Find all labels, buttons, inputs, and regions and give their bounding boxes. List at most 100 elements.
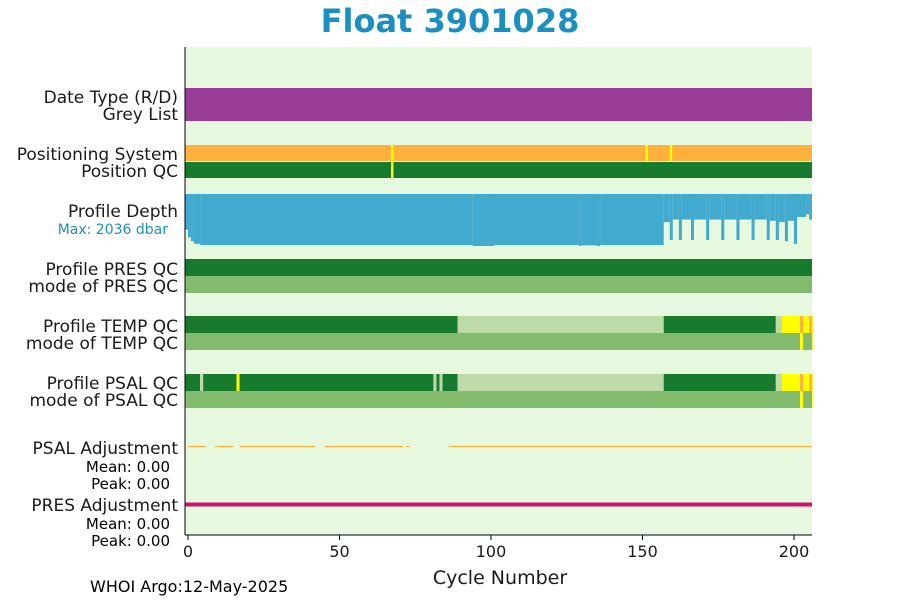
row-label-profile-temp-qc: Profile TEMP QC	[43, 317, 178, 337]
row-label-profile-pres-qc: Profile PRES QC	[45, 260, 178, 280]
qc-row-4-segment-0	[185, 259, 812, 276]
profile-depth-bar-18	[706, 194, 710, 240]
profile-depth-bar-33	[797, 194, 807, 217]
profile-depth-bar-0	[185, 194, 188, 230]
profile-depth-bar-28	[775, 194, 779, 240]
qc-row-7-segment-0	[185, 333, 801, 350]
qc-row-9-segment-0	[185, 391, 801, 408]
profile-depth-bar-30	[784, 194, 788, 242]
profile-depth-bar-22	[736, 194, 740, 240]
qc-row-6-segment-0	[185, 316, 458, 333]
psal-adjustment-mean: Mean: 0.00	[86, 458, 170, 476]
qc-row-2-segment-0	[185, 145, 812, 161]
qc-row-9-segment-3	[812, 391, 813, 408]
qc-row-9-segment-1	[800, 391, 804, 408]
qc-row-8-segment-16	[812, 374, 813, 391]
profile-depth-bar-31	[787, 194, 794, 221]
profile-depth-bar-20	[721, 194, 725, 240]
qc-row-8-segment-13	[800, 374, 804, 391]
qc-row-8-segment-9	[457, 374, 664, 391]
qc-row-2-segment-1	[391, 145, 394, 161]
profile-depth-bar-14	[678, 194, 682, 240]
qc-row-5-segment-0	[185, 276, 812, 293]
profile-depth-bar-7	[578, 194, 582, 246]
profile-depth-bar-2	[191, 194, 195, 242]
psal-adjustment-peak: Peak: 0.00	[91, 475, 170, 493]
qc-row-8-segment-7	[439, 374, 443, 391]
qc-row-6-segment-4	[781, 316, 801, 333]
profile-depth-bar-5	[472, 194, 495, 246]
qc-row-8-segment-0	[185, 374, 201, 391]
profile-depth-bar-16	[690, 194, 695, 240]
profile-depth-bar-35	[809, 194, 812, 220]
qc-rows	[185, 88, 813, 408]
qc-row-8-segment-5	[433, 374, 437, 391]
qc-row-2-segment-2	[645, 145, 648, 161]
row-label-pres-adjustment: PRES Adjustment	[31, 496, 178, 516]
qc-row-8-segment-8	[442, 374, 458, 391]
profile-depth-bar-32	[794, 194, 798, 244]
profile-depth-bar-24	[751, 194, 755, 240]
qc-row-7-segment-2	[803, 333, 812, 350]
chart-title: Float 3901028	[320, 2, 580, 40]
row-label-position-qc: Position QC	[81, 162, 178, 182]
qc-row-7-segment-3	[812, 333, 813, 350]
qc-row-9-segment-2	[803, 391, 812, 408]
row-label-mode-temp-qc: mode of TEMP QC	[26, 334, 178, 354]
x-tick-label-200: 200	[779, 542, 810, 561]
qc-row-8-segment-6	[436, 374, 440, 391]
footer-credit: WHOI Argo:12-May-2025	[90, 577, 289, 596]
profile-depth-bar-26	[766, 194, 770, 240]
qc-row-8-segment-11	[775, 374, 782, 391]
qc-row-0-segment-0	[185, 88, 812, 121]
profile-depth-bar-25	[754, 194, 767, 220]
profile-depth-bar-1	[188, 194, 192, 238]
qc-row-8-segment-2	[203, 374, 237, 391]
x-tick-label-50: 50	[329, 542, 349, 561]
profile-depth-bar-29	[778, 194, 785, 223]
profile-depth-bars	[185, 194, 812, 246]
profile-depth-bar-3	[194, 194, 201, 244]
pres-adjustment-mean: Mean: 0.00	[86, 515, 170, 533]
row-label-profile-psal-qc: Profile PSAL QC	[47, 374, 178, 394]
row-label-mode-pres-qc: mode of PRES QC	[28, 277, 178, 297]
row-label-profile-depth: Profile Depth	[68, 202, 178, 222]
profile-depth-bar-17	[694, 194, 707, 220]
profile-depth-bar-27	[769, 194, 776, 221]
x-tick-label-100: 100	[476, 542, 507, 561]
qc-row-6-segment-7	[809, 316, 812, 333]
row-label-positioning-system: Positioning System	[17, 145, 178, 165]
qc-row-3-segment-1	[391, 162, 394, 178]
qc-row-8-segment-3	[236, 374, 240, 391]
row-label-psal-adjustment: PSAL Adjustment	[33, 439, 179, 459]
qc-row-8-segment-4	[239, 374, 434, 391]
profile-depth-bar-4	[200, 194, 473, 246]
profile-depth-bar-34	[806, 194, 810, 215]
qc-row-2-segment-3	[669, 145, 673, 161]
adjustment-lines	[185, 445, 812, 507]
profile-depth-bar-11	[663, 194, 670, 223]
qc-row-8-segment-12	[781, 374, 801, 391]
qc-row-6-segment-6	[803, 316, 810, 333]
row-label-date-type: Date Type (R/D)	[44, 88, 178, 108]
qc-row-7-segment-1	[800, 333, 804, 350]
x-ticks: 0 50 100 150 200	[183, 535, 809, 561]
qc-row-6-segment-5	[800, 316, 804, 333]
qc-row-8-segment-14	[803, 374, 810, 391]
profile-depth-bar-15	[681, 194, 691, 220]
row-label-mode-psal-qc: mode of PSAL QC	[29, 391, 178, 411]
x-axis-label: Cycle Number	[433, 567, 567, 589]
x-tick-label-0: 0	[183, 542, 193, 561]
profile-depth-bar-21	[724, 194, 737, 220]
x-tick-label-150: 150	[627, 542, 658, 561]
profile-depth-bar-12	[669, 194, 673, 240]
profile-depth-bar-19	[709, 194, 722, 220]
profile-depth-max-label: Max: 2036 dbar	[58, 222, 169, 238]
profile-depth-bar-23	[739, 194, 752, 220]
qc-row-8-segment-1	[200, 374, 204, 391]
qc-row-8-segment-15	[809, 374, 812, 391]
qc-row-6-segment-2	[663, 316, 776, 333]
qc-row-3-segment-0	[185, 162, 812, 178]
